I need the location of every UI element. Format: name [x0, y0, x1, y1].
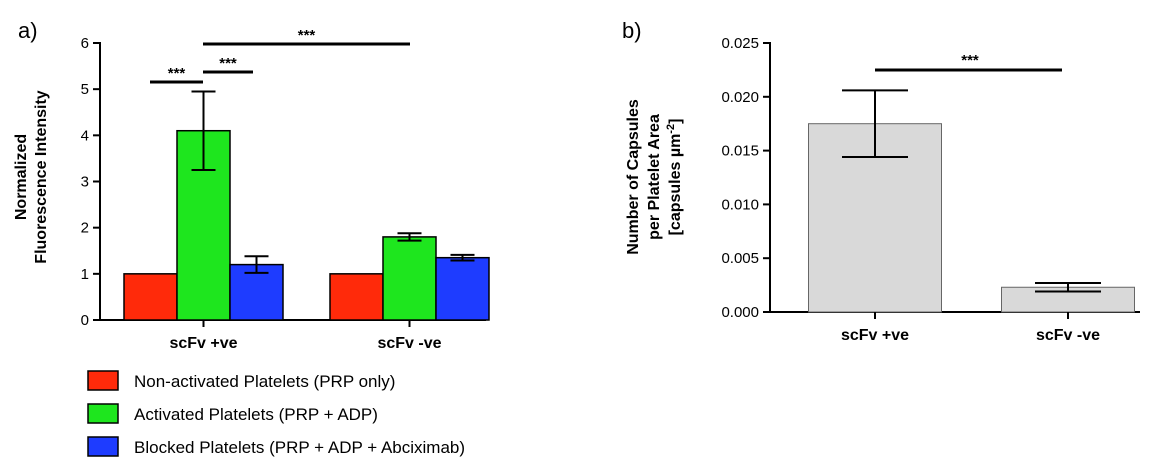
panel-a-bar — [123, 273, 178, 321]
panel-a-y-tick-label: 4 — [81, 127, 89, 144]
panel-a-y-tick-label: 1 — [81, 266, 89, 283]
legend-swatch — [87, 436, 119, 457]
panel-b-y-tick-label: 0.005 — [721, 250, 759, 267]
legend: Non-activated Platelets (PRP only) Activa… — [87, 370, 465, 457]
panel-b-ylabel-close: ] — [667, 119, 684, 124]
panel-a-significance-label: *** — [219, 55, 237, 72]
panel-b-category-label: scFv -ve — [1036, 327, 1100, 344]
panel-a-category-label: scFv +ve — [169, 335, 237, 352]
panel-b-significance-label: *** — [961, 52, 979, 69]
panel-b-ylabel-superscript: -2 — [665, 124, 677, 134]
panel-b-y-tick-label: 0.020 — [721, 89, 759, 106]
panel-a-y-tick-label: 0 — [81, 312, 89, 329]
panel-b-ylabel-line2: per Platelet Area — [646, 114, 663, 240]
legend-swatch — [87, 403, 119, 424]
panel-a-bar — [435, 256, 490, 321]
panel-a-label: a) — [18, 18, 38, 43]
panel-a-y-tick-label: 3 — [81, 174, 89, 191]
panel-b-label: b) — [622, 18, 642, 43]
panel-a-category-label: scFv -ve — [377, 335, 441, 352]
panel-a-significance-label: *** — [298, 27, 316, 44]
legend-label: Non-activated Platelets (PRP only) — [134, 372, 395, 391]
panel-a-significance-label: *** — [168, 65, 186, 82]
panel-a-bar — [329, 273, 384, 321]
panel-a-bar — [382, 236, 437, 321]
legend-swatch — [87, 370, 119, 391]
legend-label: Blocked Platelets (PRP + ADP + Abciximab… — [134, 438, 465, 457]
legend-label: Activated Platelets (PRP + ADP) — [134, 405, 378, 424]
panel-b-y-tick-label: 0.015 — [721, 143, 759, 160]
panel-b-plot: 0.000 0.005 0.010 0.015 0.020 0.025 scFv +ve sc… — [721, 35, 1140, 344]
panel-b-y-tick-label: 0.000 — [721, 304, 759, 321]
panel-a-plot: 0 1 2 3 4 5 6 scFv +ve scFv -ve *** *** *** — [81, 27, 490, 352]
panel-b-y-tick-label: 0.025 — [721, 35, 759, 52]
panel-a-y-tick-label: 6 — [81, 35, 89, 52]
panel-a-ylabel-line2: Fluorescence Intensity — [33, 90, 50, 263]
panel-a-y-tick-label: 5 — [81, 81, 89, 98]
panel-a-y-tick-label: 2 — [81, 220, 89, 237]
panel-b-ylabel-line3-main: [capsules µm — [667, 134, 684, 236]
panel-b-ylabel-line1: Number of Capsules — [625, 99, 642, 255]
panel-b-category-label: scFv +ve — [841, 327, 909, 344]
panel-b-ylabel-line3: [capsules µm-2] — [665, 119, 684, 236]
panel-a-ylabel-line1: Normalized — [13, 134, 30, 220]
panel-b-y-tick-label: 0.010 — [721, 196, 759, 213]
